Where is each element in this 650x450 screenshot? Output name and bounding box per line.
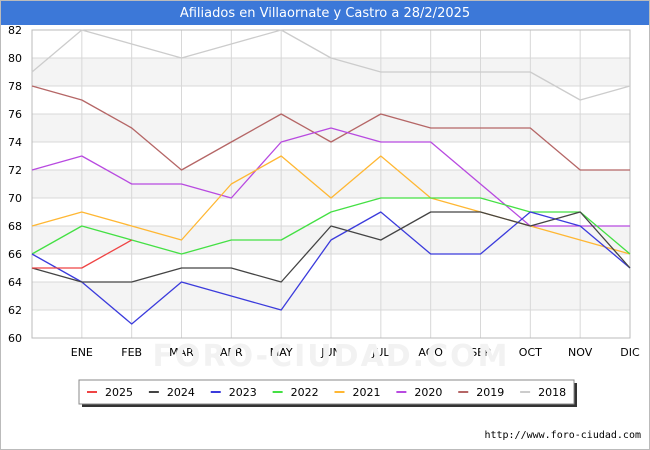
series-line-2019 <box>31 85 630 171</box>
x-tick-label: MAY <box>270 346 293 359</box>
y-tick-label: 82 <box>8 24 22 37</box>
y-tick-label: 72 <box>8 164 22 177</box>
y-tick-label: 76 <box>8 108 22 121</box>
x-tick-label: ABR <box>220 346 243 359</box>
x-tick-label: ENE <box>71 346 93 359</box>
y-tick-label: 60 <box>8 332 22 345</box>
y-tick-label: 78 <box>8 80 22 93</box>
y-tick-label: 66 <box>8 248 22 261</box>
legend-label-2024: 2024 <box>167 386 195 399</box>
x-tick-label: SEP <box>470 346 491 359</box>
x-tick-label: NOV <box>568 346 593 359</box>
x-tick-label: OCT <box>519 346 542 359</box>
x-tick-label: JUN <box>320 346 341 359</box>
legend-label-2023: 2023 <box>229 386 257 399</box>
series-line-2025 <box>32 239 133 269</box>
series-line-2018 <box>31 29 631 101</box>
chart-title: Afiliados en Villaornate y Castro a 28/2… <box>1 1 649 25</box>
plot-border <box>31 29 631 339</box>
legend-label-2019: 2019 <box>476 386 504 399</box>
y-tick-label: 62 <box>8 304 22 317</box>
source-url: http://www.foro-ciudad.com <box>484 430 641 441</box>
series-line-2023 <box>31 211 631 325</box>
y-tick-label: 70 <box>8 192 22 205</box>
x-tick-label: DIC <box>620 346 640 359</box>
legend-label-2021: 2021 <box>353 386 381 399</box>
y-tick-label: 80 <box>8 52 22 65</box>
legend-label-2020: 2020 <box>414 386 442 399</box>
y-tick-label: 68 <box>8 220 22 233</box>
series-line-2024 <box>31 211 631 283</box>
y-tick-label: 64 <box>8 276 22 289</box>
legend-label-2022: 2022 <box>291 386 319 399</box>
x-tick-label: FEB <box>121 346 142 359</box>
x-tick-label: AGO <box>418 346 443 359</box>
legend-label-2018: 2018 <box>538 386 566 399</box>
legend-box <box>78 379 575 405</box>
x-tick-label: JUL <box>371 346 390 359</box>
y-tick-label: 74 <box>8 136 22 149</box>
watermark: FORO-CIUDAD.COM <box>153 339 510 374</box>
legend-label-2025: 2025 <box>105 386 133 399</box>
x-tick-label: MAR <box>169 346 194 359</box>
